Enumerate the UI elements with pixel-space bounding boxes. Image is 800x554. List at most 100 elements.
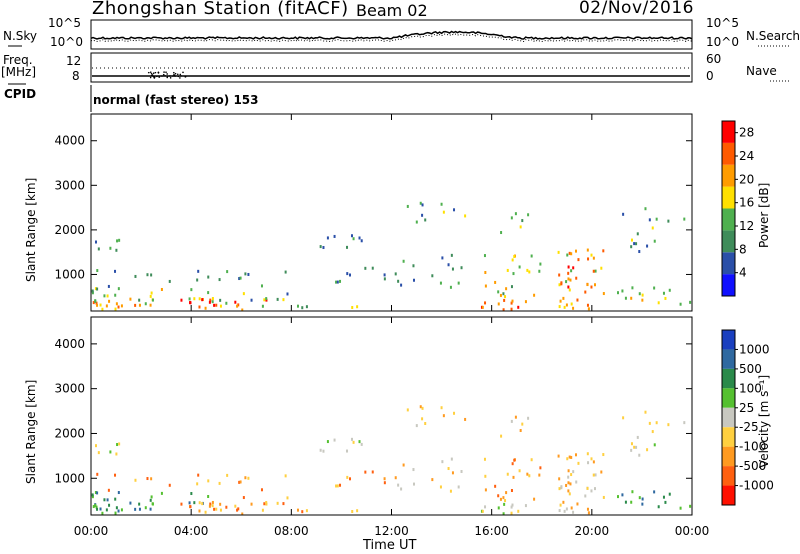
velocity-cell: [189, 505, 192, 509]
freq-dip-point: [179, 77, 181, 79]
power-cell: [383, 273, 386, 277]
power-cell: [453, 208, 456, 212]
velocity-colorbar-segment: [722, 330, 735, 350]
power-cell: [633, 242, 636, 246]
power-cell: [689, 300, 692, 304]
power-cell: [94, 299, 97, 303]
velocity-cell: [247, 476, 250, 480]
power-cell: [657, 301, 660, 305]
velocity-cell: [653, 443, 656, 447]
power-cell: [118, 238, 121, 242]
freq-dip-point: [179, 73, 182, 76]
velocity-cell: [204, 510, 207, 514]
x-tick-label: 12:00: [374, 524, 409, 538]
freq-dip-point: [174, 72, 177, 75]
velocity-cell: [265, 502, 268, 506]
power-cell: [146, 273, 149, 277]
power-cell: [286, 292, 289, 296]
power-cell: [99, 303, 102, 307]
freq-dip-point: [172, 75, 174, 77]
velocity-cell: [500, 434, 503, 438]
velocity-cell: [296, 508, 299, 512]
velocity-cell: [282, 502, 285, 506]
velocity-cell: [211, 504, 214, 508]
velocity-cell: [358, 440, 361, 444]
velocity-cell: [464, 417, 467, 421]
power-cell: [412, 264, 415, 268]
velocity-cell: [572, 510, 575, 514]
velocity-cell: [641, 502, 644, 506]
power-cell: [655, 217, 658, 221]
velocity-cell: [567, 475, 570, 479]
power-cell: [631, 286, 634, 290]
power-colorbar-label: 20: [739, 172, 754, 186]
power-cell: [225, 301, 228, 305]
velocity-cell: [91, 493, 94, 497]
power-cell: [211, 297, 214, 301]
velocity-cell: [241, 512, 244, 516]
power-cell: [570, 302, 573, 306]
velocity-cell: [514, 415, 517, 419]
power-cell: [519, 225, 522, 229]
velocity-cell: [103, 498, 106, 502]
cpid-label: CPID: [4, 87, 37, 101]
velocity-cell: [106, 498, 109, 502]
power-cell: [565, 280, 568, 284]
power-cell: [97, 247, 100, 251]
power-cell: [592, 256, 595, 260]
velocity-cell: [406, 408, 409, 412]
power-cell: [558, 283, 561, 287]
velocity-cell: [630, 442, 633, 446]
power-cell: [326, 236, 329, 240]
velocity-cell: [644, 410, 647, 414]
power-cell: [648, 218, 651, 222]
velocity-cell: [576, 502, 579, 506]
velocity-cell: [651, 430, 654, 434]
power-cell: [431, 274, 434, 278]
velocity-cell: [150, 495, 153, 499]
velocity-cell: [527, 416, 530, 420]
velocity-cell: [421, 417, 424, 421]
power-cell: [484, 270, 487, 274]
freq-dip-point: [152, 75, 155, 78]
power-cell: [562, 296, 565, 300]
velocity-cell: [567, 489, 570, 493]
power-cell: [91, 291, 94, 295]
velocity-cell: [146, 477, 149, 481]
power-cell: [237, 303, 240, 307]
velocity-colorbar-label: -500: [739, 459, 766, 473]
velocity-cell: [226, 473, 229, 477]
power-cell: [134, 274, 137, 278]
power-cell: [150, 273, 153, 277]
power-cell: [91, 289, 94, 293]
nsearch-label: N.Search: [746, 29, 800, 43]
power-cell: [538, 269, 541, 273]
velocity-cell: [587, 511, 590, 515]
power-y-tick-label: 1000: [54, 267, 85, 281]
velocity-cell: [517, 509, 520, 513]
velocity-cell: [129, 501, 132, 505]
power-cell: [260, 284, 263, 288]
nave-tick-top: 60: [706, 52, 722, 66]
power-cell: [412, 278, 415, 282]
velocity-cell: [484, 488, 487, 492]
cpid-text: normal (fast stereo) 153: [93, 93, 259, 107]
power-cell: [586, 248, 589, 252]
power-cell: [149, 294, 152, 298]
power-colorbar-label: 12: [739, 219, 754, 233]
power-cell: [644, 207, 647, 211]
velocity-cell: [506, 472, 509, 476]
velocity-cell: [558, 477, 561, 481]
velocity-cell: [218, 481, 221, 485]
velocity-cell: [114, 497, 117, 501]
power-colorbar-segment: [722, 121, 735, 143]
power-cell: [635, 242, 638, 246]
power-cell: [415, 220, 418, 224]
power-cell: [510, 307, 513, 311]
freq-dip-point: [156, 75, 158, 78]
velocity-cell: [679, 506, 682, 510]
power-cell: [499, 293, 502, 297]
freq-tick-bottom: 8: [72, 69, 80, 83]
velocity-cell: [616, 495, 619, 499]
power-cell: [346, 272, 349, 276]
